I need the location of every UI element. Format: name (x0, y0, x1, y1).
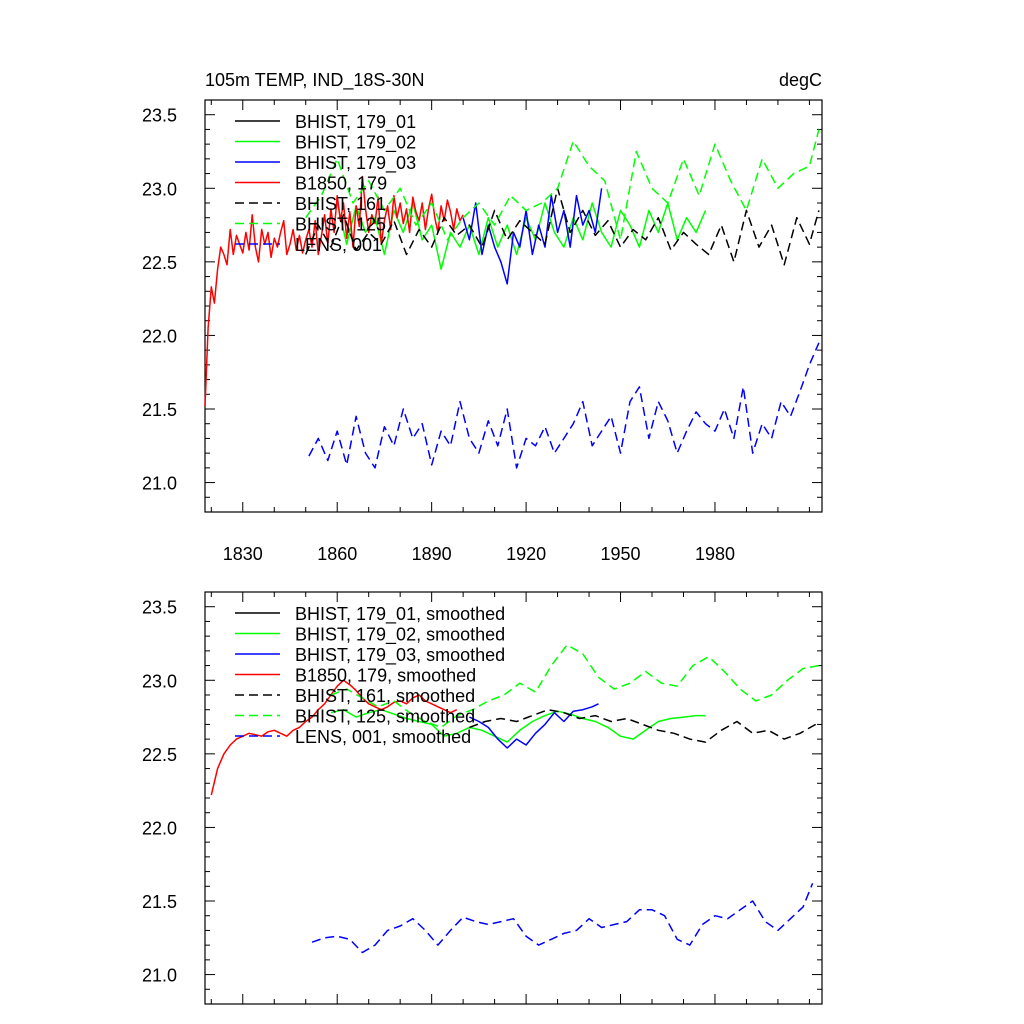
y-tick-label: 22.0 (142, 326, 177, 346)
series-line (305, 129, 820, 241)
legend-label: BHIST, 125, smoothed (295, 707, 475, 727)
y-tick-label: 23.5 (142, 106, 177, 126)
chart-title: 105m TEMP, IND_18S-30N (205, 70, 424, 91)
x-tick-label: 1830 (223, 544, 263, 564)
x-tick-label: 1890 (412, 544, 452, 564)
series-line (469, 708, 817, 743)
series-line (311, 883, 814, 954)
legend-label: BHIST, 125 (295, 215, 386, 235)
series-line (330, 644, 820, 729)
series-line (330, 708, 706, 743)
y-tick-label: 22.0 (142, 818, 177, 838)
x-tick-label: 1950 (601, 544, 641, 564)
x-tick-label: 1860 (317, 544, 357, 564)
legend-label: BHIST, 179_03, smoothed (295, 645, 505, 666)
y-tick-label: 22.5 (142, 253, 177, 273)
legend-label: BHIST, 179_01 (295, 112, 416, 133)
legend-label: LENS, 001 (295, 235, 382, 255)
series-line (210, 679, 458, 796)
legend-label: BHIST, 161, smoothed (295, 686, 475, 706)
y-tick-label: 23.5 (142, 598, 177, 618)
legend-label: BHIST, 179_02, smoothed (295, 625, 505, 646)
series-line (305, 187, 820, 266)
legend-label: B1850, 179, smoothed (295, 666, 476, 686)
series-line (462, 188, 603, 285)
legend-label: BHIST, 161 (295, 194, 386, 214)
series-line (204, 175, 464, 407)
x-tick-label: 1920 (506, 544, 546, 564)
y-tick-label: 21.5 (142, 892, 177, 912)
legend-label: BHIST, 179_03 (295, 153, 416, 174)
units-label: degC (779, 70, 822, 90)
y-tick-label: 21.0 (142, 474, 177, 494)
legend-label: B1850, 179 (295, 174, 387, 194)
y-tick-label: 23.0 (142, 179, 177, 199)
legend-label: BHIST, 179_01, smoothed (295, 604, 505, 625)
series-line (308, 342, 820, 469)
raw-panel: 1830 1860 1890 1920 1950 1980 21.0 21.5 22.0 22.5… (142, 99, 823, 564)
y-tick-label: 21.5 (142, 400, 177, 420)
legend-label: BHIST, 179_02 (295, 133, 416, 154)
y-tick-label: 21.0 (142, 966, 177, 986)
x-tick-label: 1980 (695, 544, 735, 564)
legend-label: LENS, 001, smoothed (295, 727, 471, 747)
y-tick-label: 22.5 (142, 745, 177, 765)
y-tick-label: 23.0 (142, 671, 177, 691)
smoothed-panel: 21.0 21.5 22.0 22.5 23.0 23.5 BHIST, 179_01, s… (142, 591, 823, 1005)
series-line (469, 703, 599, 749)
